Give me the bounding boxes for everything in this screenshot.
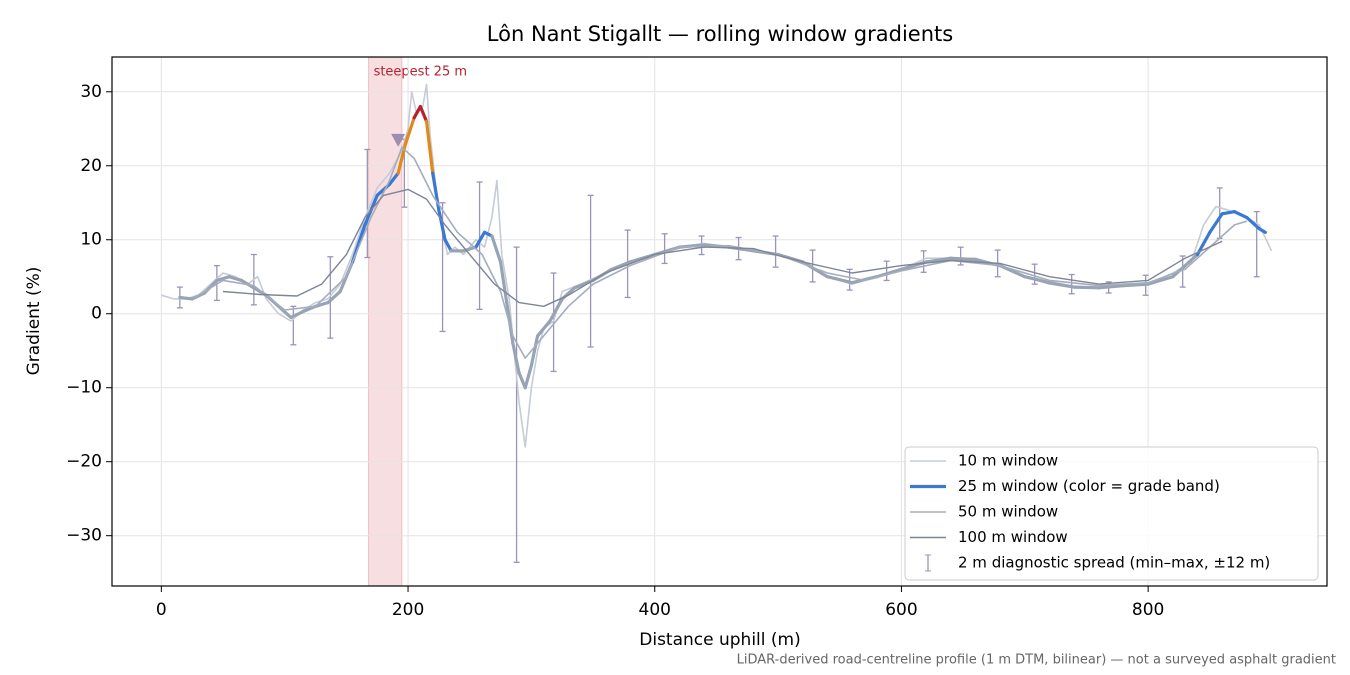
line-segment	[529, 334, 540, 368]
line-segment	[517, 371, 527, 390]
x-tick-label: 0	[156, 600, 167, 620]
line-segment	[1220, 210, 1237, 216]
error-bar	[661, 233, 668, 265]
legend-box	[904, 446, 1319, 581]
steepest-marker	[391, 133, 406, 147]
footnote: LiDAR-derived road-centreline profile (1…	[737, 653, 1336, 668]
error-bar	[476, 181, 483, 310]
error-bar	[883, 260, 890, 282]
line-segment	[1072, 285, 1101, 290]
x-tick-label: 400	[639, 600, 671, 620]
y-tick-label: 0	[91, 304, 102, 324]
error-bar	[1179, 255, 1186, 288]
x-tick-label: 200	[392, 600, 424, 620]
line-segment	[535, 319, 552, 338]
line-segment	[1097, 284, 1126, 290]
error-bar	[1031, 263, 1038, 285]
error-bar	[550, 272, 557, 373]
line-segment	[387, 171, 400, 186]
error-bar	[327, 256, 334, 339]
line-segment	[490, 234, 503, 264]
series-line	[191, 146, 1248, 359]
highlight-span	[368, 56, 403, 587]
line-segment	[215, 275, 231, 283]
line-segment	[924, 256, 953, 264]
y-axis-label: Gradient (%)	[24, 267, 44, 376]
line-segment	[437, 208, 447, 242]
line-segment	[609, 260, 632, 271]
error-bar	[513, 246, 520, 563]
y-tick-label: 30	[80, 82, 102, 102]
line-segment	[511, 341, 521, 375]
line-segment	[313, 301, 330, 308]
line-segment	[548, 297, 564, 323]
line-segment	[801, 260, 830, 279]
y-tick-label: −10	[66, 378, 102, 398]
line-segment	[424, 119, 435, 175]
line-segment	[443, 238, 453, 253]
line-segment	[1232, 210, 1249, 220]
line-segment	[403, 116, 416, 146]
legend-label: 100 m window	[958, 528, 1068, 546]
legend-label: 2 m diagnostic spread (min–max, ±12 m)	[958, 554, 1270, 572]
line-segment	[418, 104, 429, 123]
line-segment	[474, 230, 487, 249]
legend-label: 10 m window	[958, 452, 1058, 470]
series-line	[161, 83, 1273, 448]
series-line	[222, 188, 1223, 307]
line-segment	[1257, 227, 1267, 234]
line-segment	[326, 289, 342, 305]
x-tick-label: 800	[1132, 600, 1164, 620]
span-label: steepest 25 m	[374, 65, 467, 80]
error-bar	[1068, 273, 1075, 295]
legend-label: 50 m window	[958, 503, 1058, 521]
line-segment	[1121, 282, 1150, 288]
x-axis-label: Distance uphill (m)	[639, 630, 800, 650]
line-segment	[1023, 275, 1052, 285]
error-bar	[364, 148, 371, 259]
chart-title: Lôn Nant Stigallt — rolling window gradi…	[487, 22, 953, 46]
y-tick-label: −30	[66, 526, 102, 546]
line-segment	[1146, 275, 1175, 286]
line-segment	[227, 275, 244, 283]
error-bar	[213, 264, 220, 302]
line-segment	[1047, 281, 1076, 289]
y-tick-label: 10	[80, 230, 102, 250]
line-segment	[412, 104, 422, 120]
line-segment	[1208, 212, 1224, 234]
line-segment	[1245, 215, 1261, 231]
line-segment	[825, 275, 854, 285]
line-segment	[523, 363, 533, 390]
plot-frame	[111, 56, 1328, 587]
line-segment	[289, 309, 305, 320]
y-tick-label: −20	[66, 452, 102, 472]
error-bar	[772, 235, 779, 268]
x-tick-label: 600	[885, 600, 917, 620]
line-segment	[949, 256, 978, 262]
legend-label: 25 m window (color = grade band)	[958, 477, 1220, 495]
y-tick-label: 20	[80, 156, 102, 176]
line-segment	[178, 295, 194, 301]
error-bar	[290, 305, 297, 346]
error-bar	[587, 194, 594, 348]
line-segment	[276, 304, 293, 320]
